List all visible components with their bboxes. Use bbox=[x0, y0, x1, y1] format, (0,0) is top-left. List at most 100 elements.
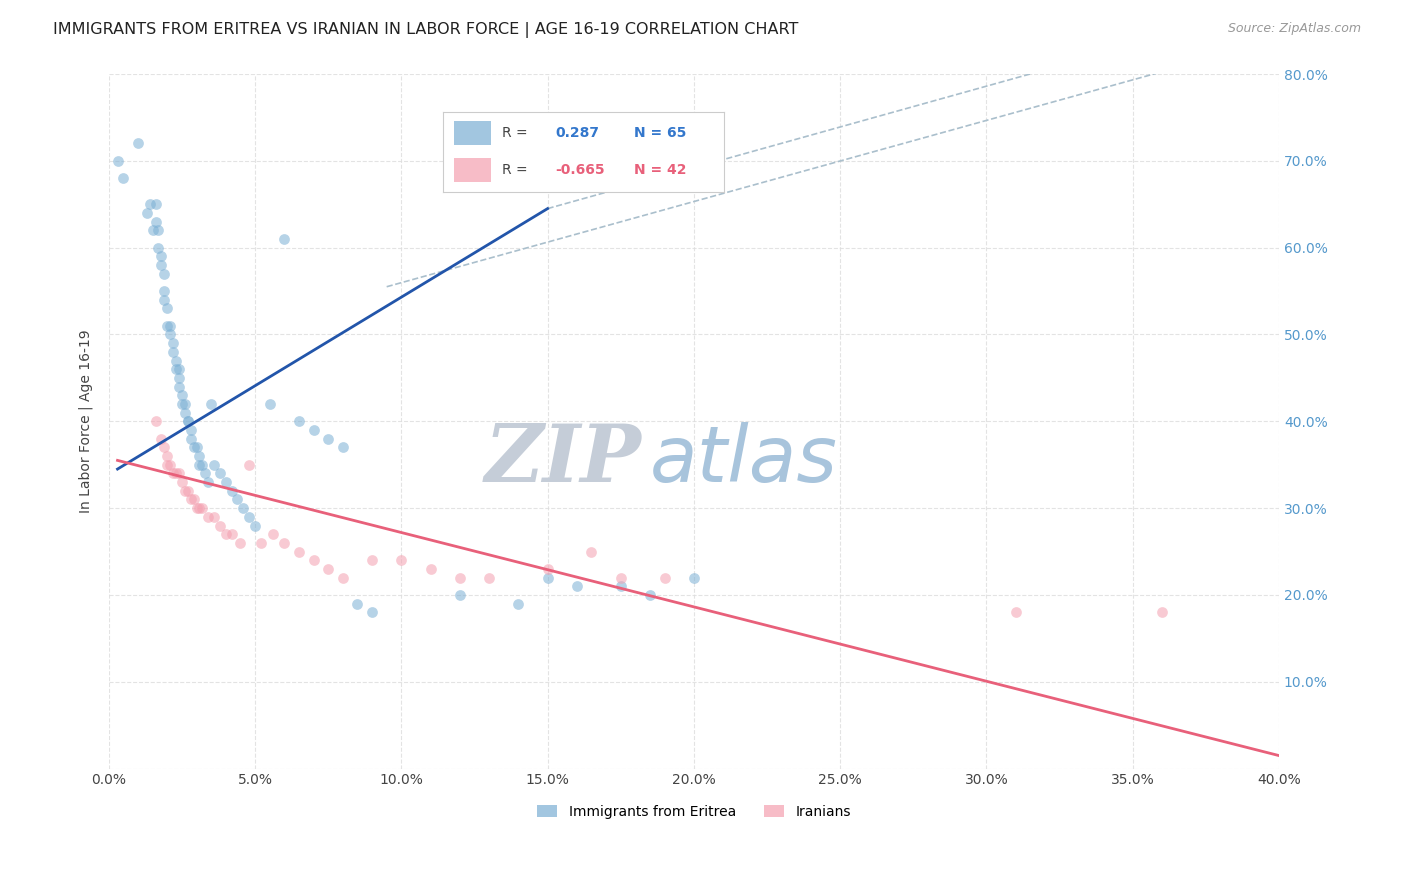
Point bbox=[361, 605, 384, 619]
Point bbox=[609, 579, 631, 593]
Point bbox=[138, 197, 160, 211]
Point bbox=[145, 214, 167, 228]
Point bbox=[250, 536, 273, 550]
Text: R =: R = bbox=[502, 163, 527, 178]
Point bbox=[273, 536, 295, 550]
Point bbox=[186, 501, 208, 516]
Point bbox=[229, 536, 252, 550]
Point bbox=[536, 562, 558, 576]
Point bbox=[186, 441, 208, 455]
Point bbox=[243, 518, 266, 533]
Point bbox=[148, 241, 170, 255]
Point bbox=[197, 475, 219, 489]
Point bbox=[208, 467, 231, 481]
Point bbox=[170, 475, 193, 489]
Point bbox=[1150, 605, 1173, 619]
Point bbox=[221, 483, 243, 498]
Point bbox=[316, 432, 339, 446]
Point bbox=[188, 458, 211, 472]
Point bbox=[332, 441, 354, 455]
Point bbox=[112, 171, 135, 186]
Point bbox=[162, 467, 184, 481]
Point bbox=[654, 571, 676, 585]
Text: N = 42: N = 42 bbox=[634, 163, 686, 178]
Point bbox=[581, 544, 603, 558]
Point bbox=[346, 597, 368, 611]
FancyBboxPatch shape bbox=[454, 121, 491, 145]
Point bbox=[159, 327, 181, 342]
Point bbox=[188, 449, 211, 463]
Point bbox=[156, 449, 179, 463]
Point bbox=[194, 467, 217, 481]
Point bbox=[153, 441, 176, 455]
Text: N = 65: N = 65 bbox=[634, 126, 686, 140]
Point bbox=[165, 362, 187, 376]
Text: ZIP: ZIP bbox=[484, 421, 641, 499]
Point bbox=[167, 467, 190, 481]
Point bbox=[316, 562, 339, 576]
Point bbox=[162, 336, 184, 351]
Legend: Immigrants from Eritrea, Iranians: Immigrants from Eritrea, Iranians bbox=[531, 799, 856, 824]
Point bbox=[197, 509, 219, 524]
Point bbox=[609, 571, 631, 585]
Point bbox=[262, 527, 284, 541]
Y-axis label: In Labor Force | Age 16-19: In Labor Force | Age 16-19 bbox=[79, 329, 93, 513]
Point bbox=[127, 136, 149, 151]
Point bbox=[208, 518, 231, 533]
Point bbox=[150, 249, 173, 263]
Point bbox=[156, 318, 179, 333]
Point bbox=[173, 406, 195, 420]
Point bbox=[165, 353, 187, 368]
Point bbox=[226, 492, 249, 507]
Point bbox=[177, 414, 200, 428]
Point bbox=[135, 206, 157, 220]
Point bbox=[332, 571, 354, 585]
Point bbox=[638, 588, 661, 602]
Point bbox=[150, 258, 173, 272]
Point bbox=[1004, 605, 1026, 619]
Point bbox=[288, 544, 311, 558]
FancyBboxPatch shape bbox=[454, 158, 491, 182]
Point bbox=[191, 458, 214, 472]
Text: Source: ZipAtlas.com: Source: ZipAtlas.com bbox=[1227, 22, 1361, 36]
Point bbox=[162, 344, 184, 359]
Text: -0.665: -0.665 bbox=[555, 163, 605, 178]
Point bbox=[177, 414, 200, 428]
Point bbox=[302, 553, 325, 567]
Point bbox=[361, 553, 384, 567]
Point bbox=[389, 553, 412, 567]
Point bbox=[165, 467, 187, 481]
Point bbox=[167, 362, 190, 376]
Point bbox=[202, 509, 225, 524]
Text: atlas: atlas bbox=[650, 422, 838, 498]
Point bbox=[167, 371, 190, 385]
Point bbox=[183, 441, 205, 455]
Point bbox=[536, 571, 558, 585]
Point bbox=[156, 458, 179, 472]
Point bbox=[156, 301, 179, 316]
Point bbox=[565, 579, 588, 593]
Point bbox=[215, 475, 238, 489]
Point bbox=[145, 414, 167, 428]
Point bbox=[259, 397, 281, 411]
Point bbox=[202, 458, 225, 472]
Point bbox=[180, 423, 202, 437]
Point bbox=[170, 397, 193, 411]
Point bbox=[159, 318, 181, 333]
Point bbox=[107, 153, 129, 168]
Point bbox=[221, 527, 243, 541]
Point bbox=[200, 397, 222, 411]
Text: 0.287: 0.287 bbox=[555, 126, 599, 140]
Point bbox=[183, 492, 205, 507]
Point bbox=[478, 571, 501, 585]
Text: IMMIGRANTS FROM ERITREA VS IRANIAN IN LABOR FORCE | AGE 16-19 CORRELATION CHART: IMMIGRANTS FROM ERITREA VS IRANIAN IN LA… bbox=[53, 22, 799, 38]
Point bbox=[273, 232, 295, 246]
Point bbox=[167, 379, 190, 393]
Point bbox=[191, 501, 214, 516]
Point bbox=[142, 223, 165, 237]
Point bbox=[449, 588, 471, 602]
Point bbox=[238, 509, 260, 524]
Text: R =: R = bbox=[502, 126, 527, 140]
Point bbox=[170, 388, 193, 402]
Point bbox=[180, 432, 202, 446]
